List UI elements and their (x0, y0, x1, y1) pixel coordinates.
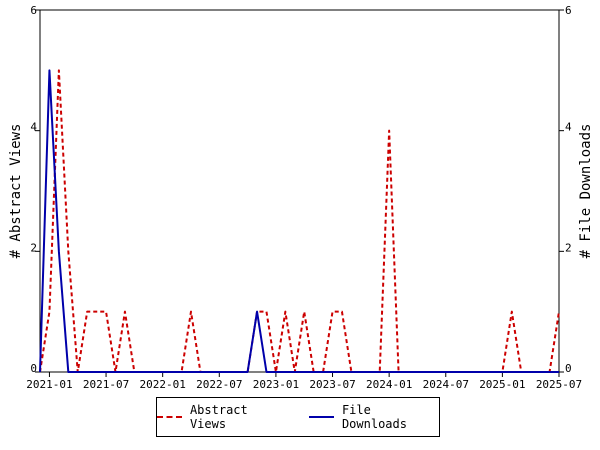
x-tick-label: 2021-07 (83, 378, 129, 391)
y-left-tick-label: 4 (30, 121, 37, 134)
x-tick-label: 2024-07 (423, 378, 469, 391)
series-layer (39, 69, 560, 373)
x-tick-label: 2023-01 (253, 378, 299, 391)
legend-label-abstract-views: Abstract Views (189, 403, 248, 431)
y-left-tick-label: 2 (30, 241, 37, 254)
y-axis-left-ticks: 0 2 4 6 (30, 4, 40, 375)
y-right-tick-label: 2 (565, 241, 572, 254)
y-right-tick-label: 6 (565, 4, 572, 17)
y-left-tick-label: 6 (30, 4, 37, 17)
legend-item-file-downloads: File Downloads (309, 403, 439, 431)
x-tick-label: 2022-07 (196, 378, 242, 391)
x-tick-label: 2023-07 (309, 378, 355, 391)
x-tick-label: 2021-01 (26, 378, 72, 391)
x-tick-label: 2022-01 (139, 378, 185, 391)
y-axis-right-title: # File Downloads (578, 124, 594, 259)
x-tick-label: 2025-01 (479, 378, 525, 391)
y-right-tick-label: 0 (565, 362, 572, 375)
series-line-file-downloads (39, 69, 559, 373)
y-right-tick-label: 4 (565, 121, 572, 134)
x-axis-ticks: 2021-01 2021-07 2022-01 2022-07 2023-01 2023-… (26, 372, 582, 391)
x-tick-label: 2024-01 (366, 378, 412, 391)
legend-swatch-abstract-views (157, 416, 182, 418)
y-left-tick-label: 0 (30, 362, 37, 375)
x-tick-label: 2025-07 (536, 378, 582, 391)
y-axis-right-ticks: 0 2 4 6 (559, 4, 572, 375)
y-axis-left-title: # Abstract Views (8, 124, 24, 259)
legend: Abstract Views File Downloads (156, 397, 440, 437)
legend-swatch-file-downloads (309, 416, 334, 418)
legend-item-abstract-views: Abstract Views (157, 403, 287, 431)
legend-label-file-downloads: File Downloads (341, 403, 407, 431)
plot-area (39, 9, 560, 373)
